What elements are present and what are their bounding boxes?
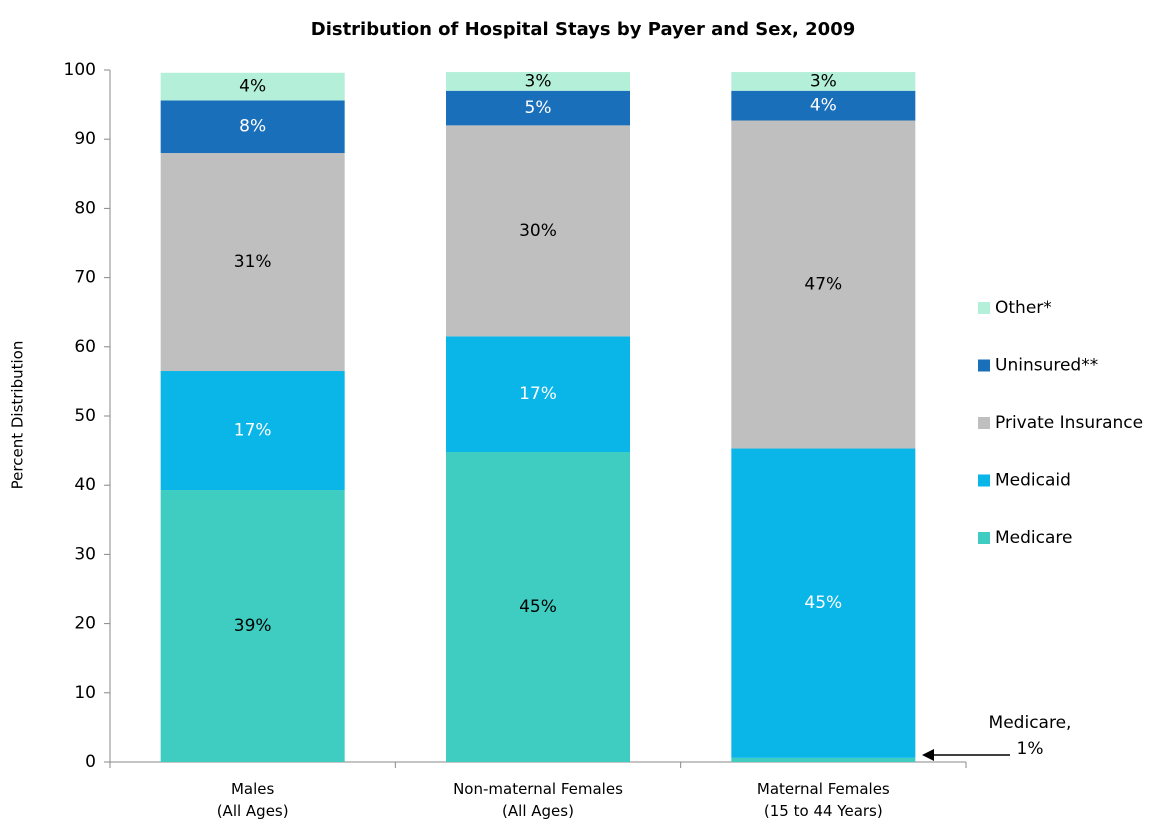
legend-swatch	[978, 417, 990, 429]
bar-segment	[160, 371, 345, 491]
bar-segment	[446, 90, 630, 126]
y-tick-label: 90	[74, 129, 96, 149]
y-axis-label: Percent Distribution	[9, 341, 27, 490]
y-tick-label: 60	[74, 337, 96, 357]
bar-segment	[160, 100, 345, 154]
y-tick-label: 50	[74, 406, 96, 426]
x-tick-label: Maternal Females (15 to 44 Years)	[756, 780, 890, 820]
value-label: 8%	[239, 117, 266, 137]
y-tick-label: 10	[74, 683, 96, 703]
value-label: 31%	[234, 252, 272, 272]
y-tick-label: 40	[74, 475, 96, 495]
value-label: 47%	[804, 275, 842, 295]
legend-label: Private Insurance	[995, 413, 1143, 433]
bar-segment	[446, 451, 630, 762]
value-label: 3%	[810, 71, 837, 91]
bar-segment	[731, 90, 916, 121]
value-label: 45%	[519, 597, 557, 617]
y-tick-label: 20	[74, 614, 96, 634]
value-label: 17%	[234, 421, 272, 441]
legend-swatch	[978, 359, 990, 372]
legend-swatch	[978, 302, 990, 314]
bar-segment	[160, 153, 345, 372]
bar-segment	[446, 72, 630, 91]
legend-label: Other*	[995, 298, 1052, 318]
bar-segment	[160, 490, 345, 762]
value-label: 4%	[810, 96, 837, 116]
value-label: 17%	[519, 384, 557, 404]
bar-segment	[446, 336, 630, 452]
y-tick-label: 100	[64, 60, 96, 80]
bar-segment	[731, 120, 916, 449]
value-label: 5%	[525, 98, 552, 118]
legend-swatch	[978, 532, 990, 544]
legend-swatch	[978, 474, 990, 487]
value-label: 3%	[525, 71, 552, 91]
bar-segment	[731, 757, 916, 762]
y-tick-label: 70	[74, 268, 96, 288]
x-tick-label: Non-maternal Females (All Ages)	[453, 780, 623, 820]
x-tick-label: Males (All Ages)	[216, 780, 289, 820]
legend-label: Medicaid	[995, 471, 1071, 491]
y-tick-label: 0	[85, 752, 96, 772]
bar-segment	[446, 125, 630, 337]
bar-segment	[731, 448, 916, 758]
bar-segment	[160, 72, 345, 101]
value-label: 39%	[234, 616, 272, 636]
annotation: Medicare, 1%	[988, 713, 1072, 759]
arrow-head	[922, 749, 934, 761]
value-label: 45%	[804, 593, 842, 613]
legend-label: Uninsured**	[995, 356, 1098, 376]
y-tick-label: 80	[74, 198, 96, 218]
value-label: 30%	[519, 221, 557, 241]
bar-segment	[731, 72, 916, 91]
y-tick-label: 30	[74, 544, 96, 564]
chart-title: Distribution of Hospital Stays by Payer …	[311, 19, 856, 40]
value-label: 4%	[239, 77, 266, 97]
legend-label: Medicare	[995, 528, 1072, 548]
